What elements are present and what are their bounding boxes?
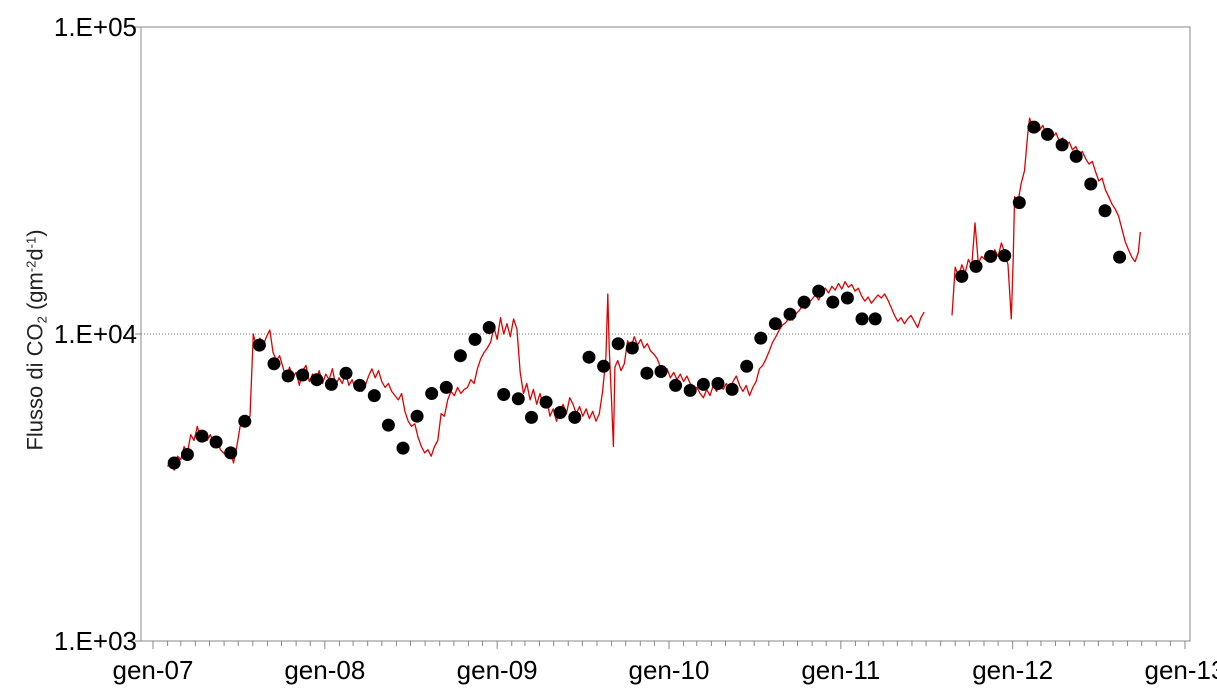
monthly-mean-point [511, 392, 525, 406]
monthly-mean-point [296, 368, 310, 382]
monthly-mean-point [955, 269, 969, 283]
monthly-mean-point [267, 357, 281, 371]
monthly-mean-point [1027, 120, 1041, 134]
monthly-mean-point [410, 409, 424, 423]
monthly-mean-point [396, 441, 410, 455]
monthly-mean-point [625, 341, 639, 355]
monthly-mean-point [582, 350, 596, 364]
x-tick-label: gen-09 [457, 655, 538, 685]
monthly-mean-point [725, 382, 739, 396]
monthly-mean-point [497, 388, 511, 401]
monthly-mean-point [740, 359, 754, 373]
monthly-mean-point [381, 418, 395, 432]
monthly-mean-point [252, 338, 266, 352]
monthly-mean-point [696, 377, 710, 391]
monthly-mean-point [768, 317, 782, 331]
monthly-mean-point [998, 249, 1012, 263]
monthly-mean-point [453, 349, 467, 363]
monthly-mean-point [654, 365, 668, 378]
flux-line-segment [951, 117, 1141, 320]
x-tick-label: gen-08 [284, 655, 365, 685]
monthly-mean-point [238, 414, 252, 428]
monthly-mean-point [1098, 204, 1112, 218]
black-dot-series [167, 120, 1127, 470]
y-tick-label: 1.E+03 [54, 626, 137, 656]
monthly-mean-point [425, 387, 439, 400]
monthly-mean-point [812, 284, 826, 298]
monthly-mean-point [553, 406, 567, 419]
x-tick-label: gen-07 [113, 655, 194, 685]
monthly-mean-point [353, 378, 367, 392]
monthly-mean-point [195, 429, 209, 443]
monthly-mean-point [969, 259, 983, 273]
monthly-mean-point [367, 389, 381, 403]
monthly-mean-point [525, 410, 538, 424]
monthly-mean-point [482, 321, 496, 334]
x-tick-label: gen-12 [972, 655, 1053, 685]
x-tick-label: gen-13 [1145, 655, 1217, 685]
monthly-mean-point [1084, 177, 1098, 191]
monthly-mean-point [539, 395, 553, 409]
monthly-mean-point [324, 377, 338, 391]
flux-line-segment [167, 281, 925, 471]
monthly-mean-point [597, 359, 611, 373]
monthly-mean-point [1041, 127, 1054, 141]
monthly-mean-point [439, 380, 453, 394]
monthly-mean-point [640, 366, 654, 380]
monthly-mean-point [611, 337, 625, 351]
monthly-mean-point [1055, 138, 1069, 152]
y-axis: 1.E+03 1.E+04 1.E+05 [54, 12, 141, 656]
monthly-mean-point [224, 446, 238, 460]
monthly-mean-point [868, 312, 882, 326]
monthly-mean-point [711, 377, 725, 390]
monthly-mean-point [468, 332, 482, 346]
monthly-mean-point [683, 383, 697, 397]
monthly-mean-point [180, 448, 194, 461]
monthly-mean-point [310, 373, 324, 387]
x-tick-label: gen-10 [629, 655, 710, 685]
monthly-mean-point [1069, 149, 1083, 163]
monthly-mean-point [1113, 250, 1127, 264]
y-tick-label: 1.E+04 [54, 319, 137, 349]
x-axis: gen-07 gen-08 gen-09 gen-10 gen-11 gen-12 gen-… [113, 641, 1217, 685]
monthly-mean-point [669, 378, 683, 392]
y-tick-label: 1.E+05 [54, 12, 137, 42]
monthly-mean-point [754, 331, 768, 345]
monthly-mean-point [167, 456, 181, 470]
monthly-mean-point [1012, 196, 1026, 210]
monthly-mean-point [826, 295, 840, 309]
x-tick-label: gen-11 [801, 655, 880, 685]
monthly-mean-point [209, 435, 223, 449]
monthly-mean-point [281, 369, 295, 383]
monthly-mean-point [568, 410, 582, 424]
red-flux-line-series [167, 117, 1141, 471]
monthly-mean-point [797, 295, 811, 309]
monthly-mean-point [855, 312, 869, 326]
monthly-mean-point [840, 291, 854, 305]
monthly-mean-point [339, 366, 353, 380]
monthly-mean-point [783, 307, 797, 321]
monthly-mean-point [984, 249, 998, 263]
